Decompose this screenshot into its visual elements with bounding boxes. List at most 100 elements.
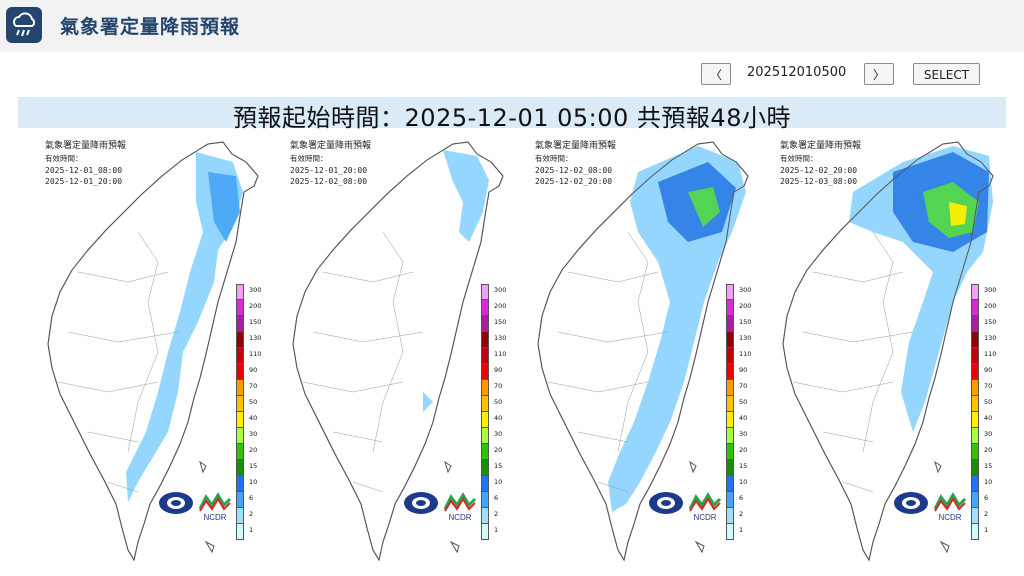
scale-label: 200 <box>494 302 507 310</box>
scale-color-segment <box>726 396 734 412</box>
scale-color-segment <box>236 380 244 396</box>
ncdr-logo-icon: NCDR <box>443 491 477 521</box>
scale-label: 30 <box>984 430 993 438</box>
scale-color-segment <box>971 300 979 316</box>
taiwan-map <box>47 141 259 562</box>
scale-label: 200 <box>984 302 997 310</box>
scale-color-segment <box>481 396 489 412</box>
svg-text:NCDR: NCDR <box>448 513 471 521</box>
cwa-logo-icon <box>158 491 194 515</box>
scale-label: 2 <box>739 510 744 518</box>
cwa-logo-icon <box>403 491 439 515</box>
scale-color-segment <box>481 380 489 396</box>
cwa-logo-icon <box>648 491 684 515</box>
scale-label: 300 <box>739 286 752 294</box>
ncdr-logo-icon: NCDR <box>933 491 967 521</box>
scale-color-segment <box>481 364 489 380</box>
svg-text:NCDR: NCDR <box>203 513 226 521</box>
scale-color-segment <box>236 508 244 524</box>
scale-color-segment <box>971 524 979 540</box>
scale-label: 20 <box>249 446 258 454</box>
rain-cloud-logo-icon <box>6 7 42 43</box>
scale-label: 70 <box>739 382 748 390</box>
scale-color-segment <box>971 412 979 428</box>
scale-color-segment <box>481 476 489 492</box>
next-button[interactable]: 〉 <box>864 63 894 85</box>
scale-color-segment <box>726 300 734 316</box>
panel-subtitle: 有效時間： <box>45 154 83 163</box>
scale-label: 90 <box>984 366 993 374</box>
scale-label: 130 <box>984 334 997 342</box>
scale-label: 20 <box>494 446 503 454</box>
panel-end-time: 2025-12-02_08:00 <box>290 177 368 186</box>
panel-start-time: 2025-12-01_08:00 <box>45 166 123 175</box>
forecast-banner: 預報起始時間：2025-12-01 05:00 共預報48小時 <box>18 97 1006 132</box>
scale-label: 50 <box>739 398 748 406</box>
scale-label: 70 <box>494 382 503 390</box>
scale-label: 50 <box>249 398 258 406</box>
scale-color-segment <box>481 300 489 316</box>
scale-label: 1 <box>984 526 989 534</box>
scale-color-segment <box>971 348 979 364</box>
scale-label: 150 <box>739 318 752 326</box>
scale-color-segment <box>236 348 244 364</box>
scale-label: 90 <box>494 366 503 374</box>
scale-color-segment <box>971 364 979 380</box>
panel-start-time: 2025-12-02_08:00 <box>535 166 613 175</box>
rainfall-scale: 300 200 150 130 110 90 70 50 40 30 20 15 10 6 2 1 <box>971 284 996 540</box>
scale-label: 130 <box>494 334 507 342</box>
scale-label: 30 <box>739 430 748 438</box>
scale-label: 20 <box>739 446 748 454</box>
panel-title: 氣象署定量降雨預報 <box>780 141 862 151</box>
scale-color-segment <box>481 492 489 508</box>
scale-color-segment <box>236 412 244 428</box>
scale-color-segment <box>726 284 734 300</box>
scale-color-segment <box>726 444 734 460</box>
banner-text: 預報起始時間：2025-12-01 05:00 共預報48小時 <box>233 104 791 132</box>
panel-title: 氣象署定量降雨預報 <box>45 141 127 151</box>
scale-color-segment <box>236 444 244 460</box>
scale-label: 10 <box>984 478 993 486</box>
scale-label: 40 <box>249 414 258 422</box>
scale-color-segment <box>971 284 979 300</box>
select-button[interactable]: SELECT <box>913 63 980 85</box>
scale-color-segment <box>726 524 734 540</box>
time-label: 202512010500 <box>747 65 847 80</box>
scale-color-segment <box>481 316 489 332</box>
scale-label: 200 <box>739 302 752 310</box>
scale-color-segment <box>236 300 244 316</box>
prev-button[interactable]: 〈 <box>701 63 731 85</box>
panel-end-time: 2025-12-02_20:00 <box>535 177 613 186</box>
scale-label: 130 <box>739 334 752 342</box>
scale-color-segment <box>236 492 244 508</box>
forecast-map-panel: 氣象署定量降雨預報 有效時間： 2025-12-02_20:00 2025-12… <box>753 132 999 576</box>
taiwan-map <box>782 141 994 562</box>
scale-label: 2 <box>249 510 254 518</box>
scale-label: 20 <box>984 446 993 454</box>
scale-color-segment <box>481 412 489 428</box>
scale-label: 6 <box>739 494 744 502</box>
scale-label: 6 <box>249 494 254 502</box>
scale-label: 300 <box>494 286 507 294</box>
scale-color-segment <box>726 492 734 508</box>
panel-start-time: 2025-12-01_20:00 <box>290 166 368 175</box>
scale-label: 2 <box>984 510 989 518</box>
scale-color-segment <box>726 428 734 444</box>
scale-color-segment <box>236 428 244 444</box>
scale-label: 6 <box>984 494 989 502</box>
scale-label: 30 <box>494 430 503 438</box>
scale-label: 70 <box>249 382 258 390</box>
scale-color-segment <box>971 428 979 444</box>
scale-label: 1 <box>494 526 499 534</box>
ncdr-logo-icon: NCDR <box>688 491 722 521</box>
scale-label: 40 <box>739 414 748 422</box>
scale-color-segment <box>726 348 734 364</box>
ncdr-logo-icon: NCDR <box>198 491 232 521</box>
panel-subtitle: 有效時間： <box>780 154 818 163</box>
scale-color-segment <box>481 428 489 444</box>
scale-label: 40 <box>494 414 503 422</box>
scale-color-segment <box>236 476 244 492</box>
taiwan-map <box>292 141 504 562</box>
scale-label: 300 <box>249 286 262 294</box>
scale-color-segment <box>971 316 979 332</box>
